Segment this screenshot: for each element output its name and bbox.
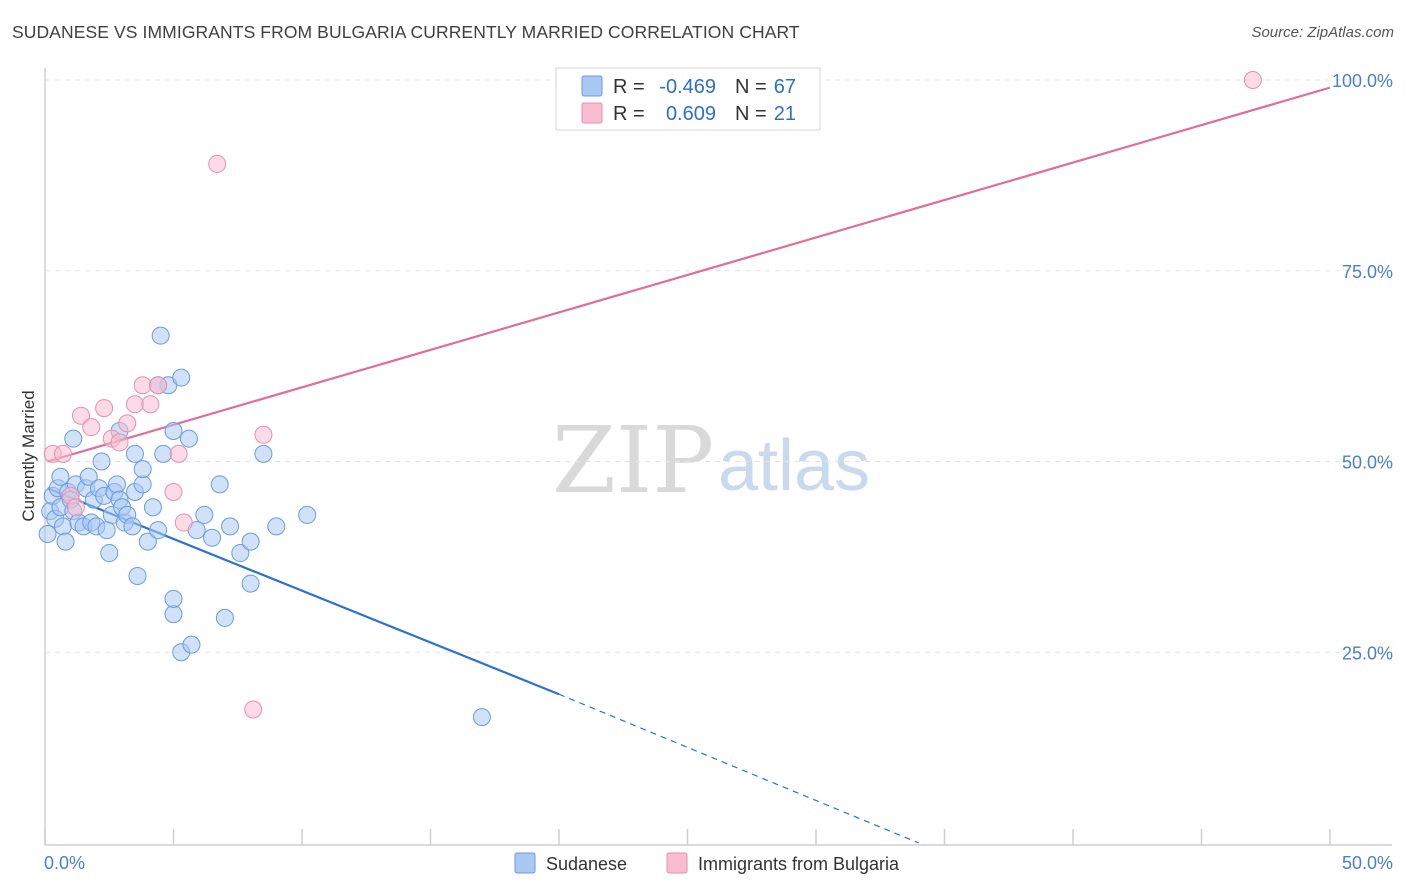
stats-n-label-bulgaria: N =	[735, 103, 767, 125]
data-point-sudanese	[215, 608, 234, 627]
data-point-sudanese	[151, 326, 170, 345]
x-tick-labels: 0.0% 50.0%	[44, 853, 1393, 873]
data-point-sudanese	[195, 505, 214, 524]
data-point-sudanese	[133, 460, 152, 479]
data-point-sudanese	[53, 517, 72, 536]
y-tick-label: 100.0%	[1332, 71, 1393, 91]
legend-label-bulgaria: Immigrants from Bulgaria	[698, 854, 900, 874]
data-point-sudanese	[254, 444, 273, 463]
data-point-bulgaria	[174, 513, 193, 532]
legend-swatch-sudanese	[514, 852, 536, 874]
data-point-bulgaria	[118, 414, 137, 433]
data-point-sudanese	[154, 444, 173, 463]
gridlines	[45, 79, 1392, 653]
data-point-sudanese	[210, 475, 229, 494]
data-point-sudanese	[472, 708, 491, 727]
data-point-bulgaria	[141, 395, 160, 414]
data-point-sudanese	[79, 467, 98, 486]
stats-r-value-sudanese: -0.469	[659, 76, 716, 98]
legend: Sudanese Immigrants from Bulgaria	[514, 852, 900, 874]
series-sudanese-points	[38, 326, 491, 727]
data-point-sudanese	[179, 429, 198, 448]
watermark-zip: ZIP	[552, 407, 714, 514]
series-bulgaria-points	[43, 71, 1262, 719]
chart-source: Source: ZipAtlas.com	[1251, 24, 1394, 41]
watermark: ZIP atlas	[552, 407, 870, 514]
data-point-sudanese	[164, 589, 183, 608]
x-tick-label: 0.0%	[44, 853, 85, 873]
data-point-sudanese	[241, 532, 260, 551]
data-point-sudanese	[231, 544, 250, 563]
data-point-bulgaria	[71, 406, 90, 425]
trend-line-sudanese-extrapolated	[558, 693, 920, 844]
data-point-bulgaria	[164, 483, 183, 502]
data-point-sudanese	[164, 421, 183, 440]
data-point-bulgaria	[82, 418, 101, 437]
legend-label-sudanese: Sudanese	[546, 854, 627, 874]
data-point-sudanese	[182, 635, 201, 654]
y-tick-label: 75.0%	[1342, 262, 1393, 282]
data-point-sudanese	[133, 475, 152, 494]
data-point-bulgaria	[254, 425, 273, 444]
data-point-bulgaria	[125, 395, 144, 414]
data-point-sudanese	[221, 517, 240, 536]
data-point-sudanese	[267, 517, 286, 536]
stats-r-label-sudanese: R =	[613, 76, 645, 98]
chart-title: SUDANESE VS IMMIGRANTS FROM BULGARIA CUR…	[12, 22, 800, 42]
x-tick-label: 50.0%	[1342, 853, 1393, 873]
y-tick-label: 25.0%	[1342, 643, 1393, 663]
data-point-sudanese	[107, 475, 126, 494]
stats-r-label-bulgaria: R =	[613, 103, 645, 125]
data-point-bulgaria	[95, 399, 114, 418]
data-point-sudanese	[100, 544, 119, 563]
data-point-sudanese	[92, 452, 111, 471]
stats-n-label-sudanese: N =	[735, 76, 767, 98]
data-point-sudanese	[143, 498, 162, 517]
stats-swatch-bulgaria	[581, 102, 603, 124]
y-axis-label: Currently Married	[19, 390, 38, 521]
data-point-sudanese	[123, 517, 142, 536]
data-point-bulgaria	[53, 444, 72, 463]
data-point-bulgaria	[169, 444, 188, 463]
data-point-bulgaria	[133, 376, 152, 395]
data-point-sudanese	[128, 566, 147, 585]
stats-swatch-sudanese	[581, 75, 603, 97]
data-point-sudanese	[149, 521, 168, 540]
trend-line-bulgaria	[47, 86, 1331, 463]
data-point-sudanese	[164, 605, 183, 624]
stats-box: R = -0.469 N = 67 R = 0.609 N = 21	[555, 67, 821, 131]
data-point-sudanese	[125, 444, 144, 463]
data-point-bulgaria	[149, 376, 168, 395]
legend-swatch-bulgaria	[666, 852, 688, 874]
stats-n-value-bulgaria: 21	[774, 103, 796, 125]
watermark-atlas: atlas	[718, 426, 870, 506]
data-point-bulgaria	[66, 498, 85, 517]
data-point-sudanese	[138, 532, 157, 551]
data-point-bulgaria	[208, 154, 227, 173]
data-point-bulgaria	[110, 433, 129, 452]
data-point-sudanese	[241, 574, 260, 593]
data-point-sudanese	[51, 467, 70, 486]
data-point-bulgaria	[244, 700, 263, 719]
data-point-sudanese	[56, 532, 75, 551]
data-point-sudanese	[172, 368, 191, 387]
data-point-sudanese	[298, 505, 317, 524]
y-tick-label: 50.0%	[1342, 453, 1393, 473]
data-point-sudanese	[97, 521, 116, 540]
stats-n-value-sudanese: 67	[774, 76, 796, 98]
data-point-bulgaria	[1243, 71, 1262, 89]
data-point-sudanese	[203, 528, 222, 547]
stats-r-value-bulgaria: 0.609	[666, 103, 716, 125]
data-point-sudanese	[38, 524, 57, 543]
data-point-sudanese	[64, 429, 83, 448]
y-tick-labels: 25.0% 50.0% 75.0% 100.0%	[1332, 71, 1393, 663]
